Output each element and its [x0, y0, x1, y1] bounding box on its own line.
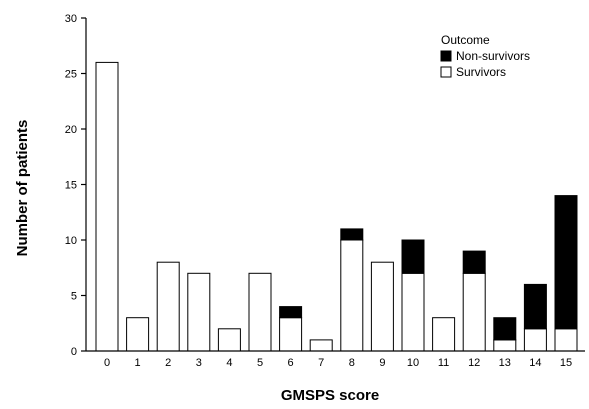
bar-non-survivors-14 — [523, 283, 547, 330]
x-tick-label: 10 — [407, 357, 419, 369]
x-axis: 0 1 2 3 4 5 6 7 8 9 10 11 12 13 14 15 — [86, 350, 585, 369]
bar-survivors-14 — [523, 328, 547, 352]
y-tick-label: 5 — [71, 291, 77, 303]
x-tick-label: 0 — [104, 357, 110, 369]
x-tick-label: 8 — [349, 357, 355, 369]
y-axis-title: Number of patients — [14, 120, 31, 257]
x-tick-label: 6 — [288, 357, 294, 369]
y-tick-label: 15 — [65, 180, 77, 192]
x-tick-label: 11 — [438, 357, 449, 369]
bar-survivors-4 — [217, 328, 241, 352]
bar-survivors-2 — [156, 261, 180, 352]
y-tick-label: 25 — [65, 69, 77, 81]
x-tick-label: 12 — [468, 357, 480, 369]
legend-title: Outcome — [441, 33, 490, 47]
legend-swatch-non-survivors — [440, 50, 452, 62]
bar-non-survivors-8 — [340, 228, 364, 241]
bar-survivors-15 — [554, 328, 578, 352]
bar-survivors-1 — [126, 317, 150, 352]
x-tick-label: 1 — [135, 357, 141, 369]
bar-non-survivors-13 — [493, 317, 517, 341]
x-tick-label: 13 — [499, 357, 511, 369]
legend-label-non-survivors: Non-survivors — [456, 49, 530, 63]
legend-swatch-survivors — [440, 66, 452, 78]
bar-non-survivors-6 — [279, 306, 303, 319]
legend: Outcome Non-survivors Survivors — [440, 33, 530, 79]
x-tick-label: 4 — [226, 357, 232, 369]
bar-survivors-11 — [432, 317, 456, 352]
bar-survivors-0 — [95, 61, 119, 352]
x-tick-label: 14 — [529, 357, 541, 369]
bar-survivors-9 — [370, 261, 394, 352]
bar-non-survivors-10 — [401, 239, 425, 274]
y-tick-label: 30 — [65, 13, 77, 25]
bar-survivors-12 — [462, 272, 486, 352]
x-tick-label: 5 — [257, 357, 263, 369]
legend-label-survivors: Survivors — [456, 65, 506, 79]
x-tick-label: 3 — [196, 357, 202, 369]
x-tick-label: 15 — [560, 357, 572, 369]
bar-survivors-7 — [309, 339, 333, 352]
y-tick-label: 20 — [65, 124, 77, 136]
y-tick-label: 0 — [71, 346, 77, 358]
x-tick-label: 2 — [165, 357, 171, 369]
bar-survivors-5 — [248, 272, 272, 352]
x-axis-title: GMSPS score — [281, 387, 379, 404]
bar-non-survivors-15 — [554, 195, 578, 330]
bar-survivors-6 — [279, 317, 303, 352]
bar-non-survivors-12 — [462, 250, 486, 274]
x-tick-label: 9 — [379, 357, 385, 369]
bar-survivors-13 — [493, 339, 517, 352]
y-tick-label: 10 — [65, 235, 77, 247]
bars — [95, 61, 578, 352]
bar-survivors-8 — [340, 239, 364, 352]
bar-survivors-3 — [187, 272, 211, 352]
x-tick-label: 7 — [318, 357, 324, 369]
bar-survivors-10 — [401, 272, 425, 352]
y-axis: 0 5 10 15 20 25 30 — [65, 13, 87, 358]
